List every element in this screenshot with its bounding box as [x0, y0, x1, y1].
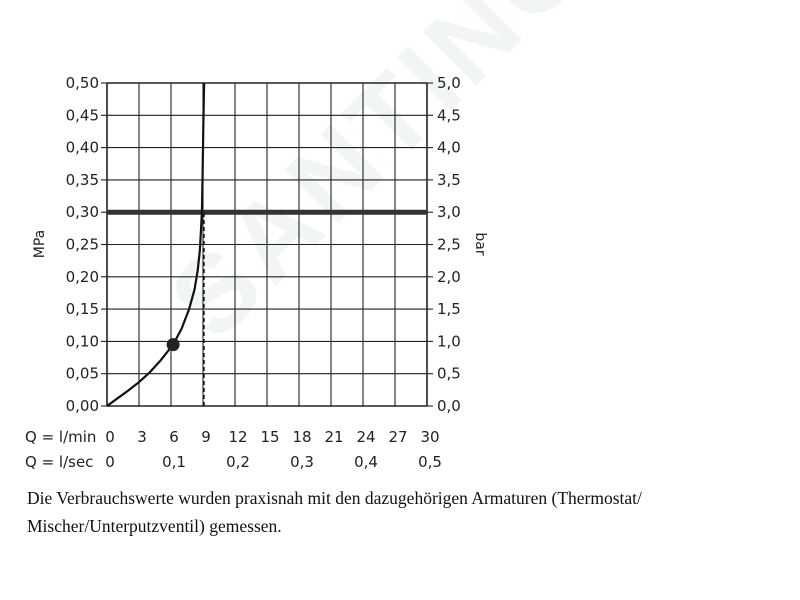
y-tick-label-right: 2,0: [437, 268, 461, 286]
x-tick-label-lmin: 0: [105, 428, 115, 446]
y-tick-label-right: 1,0: [437, 332, 461, 350]
x-tick-label-lsec: 0,1: [162, 453, 186, 471]
x-tick-label-lmin: 21: [324, 428, 343, 446]
y-tick-label-left: 0,20: [66, 268, 99, 286]
y-tick-label-right: 3,5: [437, 171, 461, 189]
x-tick-label-lsec: 0,5: [418, 453, 442, 471]
flow-curve: [106, 82, 206, 407]
y-tick-label-left: 0,05: [66, 365, 99, 383]
y-tick-label-right: 5,0: [437, 74, 461, 92]
x-tick-label-lsec: 0,2: [226, 453, 250, 471]
y-tick-label-left: 0,00: [66, 397, 99, 415]
x-tick-label-lmin: 18: [292, 428, 311, 446]
y-tick-label-left: 0,45: [66, 106, 99, 124]
y-tick-label-right: 0,0: [437, 397, 461, 415]
y-tick-label-right: 3,0: [437, 203, 461, 221]
x-tick-label-lsec: 0,3: [290, 453, 314, 471]
chart-labels: 0,000,050,100,150,200,250,300,350,400,45…: [25, 74, 488, 471]
y-axis-label-right: bar: [472, 232, 488, 255]
x-tick-label-lmin: 6: [169, 428, 179, 446]
y-tick-label-right: 4,0: [437, 139, 461, 157]
chart-grid: [101, 82, 433, 407]
chart-marks: [106, 82, 427, 407]
y-tick-label-left: 0,50: [66, 74, 99, 92]
y-tick-label-left: 0,40: [66, 139, 99, 157]
x-tick-label-lmin: 30: [420, 428, 439, 446]
y-tick-label-right: 4,5: [437, 106, 461, 124]
y-tick-label-right: 2,5: [437, 236, 461, 254]
y-tick-label-right: 0,5: [437, 365, 461, 383]
x-tick-label-lmin: 24: [356, 428, 375, 446]
x-axis-label-lsec: Q = l/sec: [25, 453, 93, 471]
y-tick-label-left: 0,35: [66, 171, 99, 189]
x-tick-label-lmin: 15: [260, 428, 279, 446]
x-tick-label-lmin: 3: [137, 428, 147, 446]
y-axis-label-left: MPa: [32, 230, 48, 258]
x-tick-label-lmin: 12: [228, 428, 247, 446]
y-tick-label-left: 0,15: [66, 300, 99, 318]
y-tick-label-left: 0,10: [66, 332, 99, 350]
y-tick-label-right: 1,5: [437, 300, 461, 318]
operating-point-marker: [166, 338, 180, 352]
measurement-note: Die Verbrauchswerte wurden praxisnah mit…: [27, 488, 642, 536]
x-tick-label-lsec: 0: [105, 453, 115, 471]
x-tick-label-lmin: 9: [201, 428, 211, 446]
flow-pressure-chart: 0,000,050,100,150,200,250,300,350,400,45…: [25, 74, 488, 471]
x-axis-label-lmin: Q = l/min: [25, 428, 96, 446]
x-tick-label-lsec: 0,4: [354, 453, 378, 471]
y-tick-label-left: 0,25: [66, 236, 99, 254]
y-tick-label-left: 0,30: [66, 203, 99, 221]
x-tick-label-lmin: 27: [388, 428, 407, 446]
